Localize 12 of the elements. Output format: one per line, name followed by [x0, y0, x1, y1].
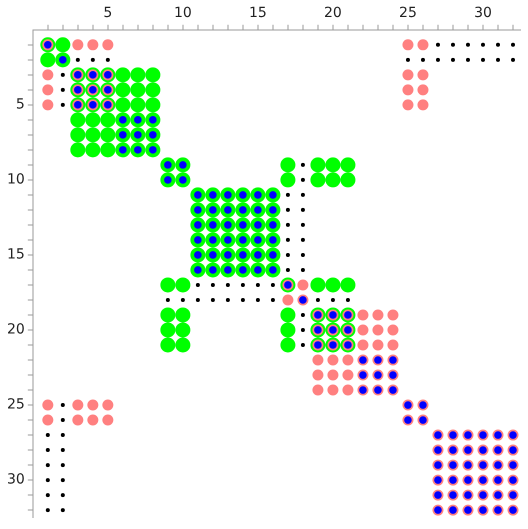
y-tick-label: 5: [16, 96, 25, 112]
x-tick-label: 15: [248, 5, 267, 22]
x-tick-label: 5: [103, 5, 112, 22]
x-tick-label: 10: [174, 5, 192, 22]
x-tick-label: 20: [324, 5, 342, 22]
y-tick-label: 10: [6, 172, 25, 188]
x-tick-label: 30: [474, 5, 492, 22]
y-tick-label: 20: [6, 322, 25, 338]
y-tick-label: 15: [6, 246, 25, 263]
y-tick-label: 25: [6, 396, 25, 413]
y-tick-label: 30: [6, 472, 25, 488]
x-tick-label: 25: [399, 5, 417, 22]
